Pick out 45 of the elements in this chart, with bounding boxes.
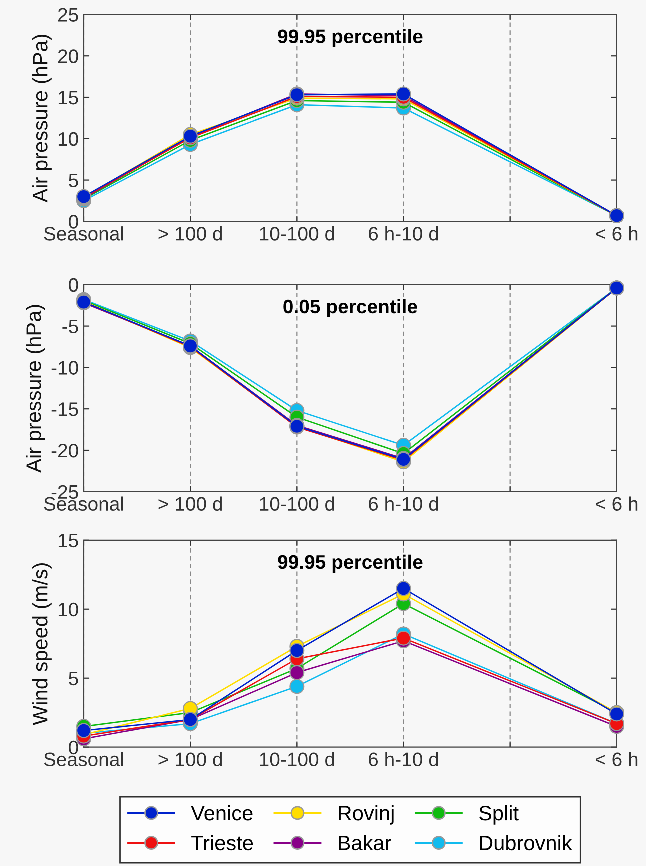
x-tick-label: 6 h-10 d <box>369 226 438 241</box>
legend-label: Dubrovnik <box>480 835 572 851</box>
y-axis-title: Wind speed (m/s) <box>32 564 52 726</box>
x-tick-label: 10-100 d <box>260 496 334 512</box>
x-tick-label: 10-100 d <box>260 226 334 241</box>
legend-label: Split <box>479 805 519 825</box>
point <box>396 581 412 596</box>
y-tick-label: 0 <box>69 215 78 229</box>
y-tick-label: 10 <box>58 602 78 617</box>
y-axis-title: Air pressure (hPa) <box>26 305 46 473</box>
y-tick-label: -15 <box>52 402 78 416</box>
y-tick-label: -20 <box>52 444 78 458</box>
x-tick-label: < 6 h <box>596 496 638 512</box>
point <box>396 630 412 646</box>
y-tick-label: 25 <box>58 8 78 22</box>
y-tick-label: 15 <box>58 91 78 105</box>
x-tick-label: < 6 h <box>596 226 638 241</box>
x-tick-label: > 100 d <box>158 226 222 241</box>
x-tick-label: 10-100 d <box>260 752 334 766</box>
y-axis-title: Air pressure (hPa) <box>32 34 52 203</box>
x-tick-label: > 100 d <box>158 496 222 512</box>
x-tick-label: 6 h-10 d <box>369 496 438 512</box>
x-tick-label: Seasonal <box>44 226 124 241</box>
y-tick-label: 10 <box>58 132 78 146</box>
point <box>290 643 305 658</box>
y-tick-label: -10 <box>52 361 78 375</box>
x-tick-label: > 100 d <box>158 752 222 766</box>
y-tick-label: -5 <box>62 320 78 334</box>
legend-label: Bakar <box>339 835 392 851</box>
legend-label: Trieste <box>192 835 254 851</box>
x-tick-label: < 6 h <box>596 752 638 766</box>
y-tick-label: 5 <box>69 672 78 686</box>
text: 99.95 percentile <box>278 554 423 573</box>
point <box>290 679 305 694</box>
point <box>76 723 92 738</box>
legend-label: Venice <box>191 805 253 821</box>
text: 0.05 percentile <box>284 299 418 318</box>
y-tick-label: 5 <box>69 174 78 188</box>
y-tick-label: 20 <box>58 50 78 64</box>
y-tick-label: 15 <box>58 534 78 548</box>
legend-label: Rovinj <box>339 805 394 825</box>
point <box>290 665 305 680</box>
y-tick-label: 0 <box>69 278 78 292</box>
text: 99.95 percentile <box>278 29 423 48</box>
x-tick-label: 6 h-10 d <box>369 752 438 766</box>
